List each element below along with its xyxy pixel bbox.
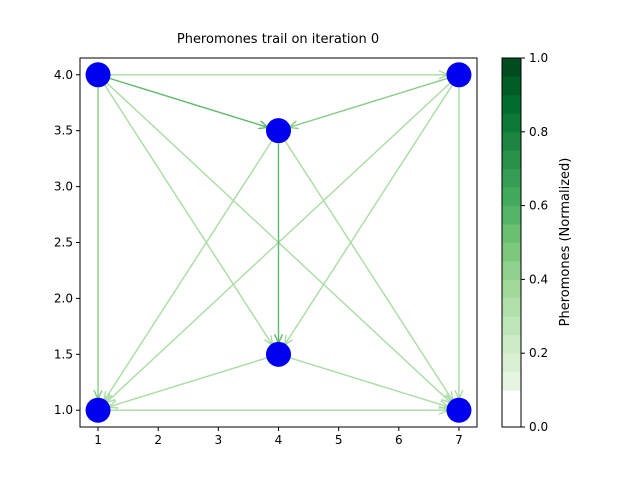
x-tick-label: 3 xyxy=(215,433,223,447)
edge-line xyxy=(97,74,280,355)
node xyxy=(85,397,111,423)
chart-title: Pheromones trail on iteration 0 xyxy=(177,32,379,47)
x-tick-label: 5 xyxy=(335,433,343,447)
y-axis: 1.0 1.5 2.0 2.5 3.0 3.5 4.0 xyxy=(54,68,80,417)
edge xyxy=(278,74,460,132)
colorbar-tick-label: 0.8 xyxy=(529,125,548,139)
nodes-layer xyxy=(85,62,472,423)
colorbar-tick-label: 0.2 xyxy=(529,346,548,360)
edge xyxy=(97,74,280,355)
x-tick-label: 4 xyxy=(275,433,283,447)
colorbar-segment xyxy=(502,297,521,317)
edge-arrowhead xyxy=(263,335,274,347)
edge-line xyxy=(277,130,460,411)
y-tick-label: 2.5 xyxy=(54,236,73,250)
colorbar-segment xyxy=(502,205,521,225)
colorbar-frame xyxy=(501,57,522,428)
edge-line xyxy=(97,130,280,411)
edge-line xyxy=(278,353,460,411)
edge xyxy=(277,74,460,355)
colorbar-segment xyxy=(502,334,521,354)
colorbar-tick-label: 0.6 xyxy=(529,199,548,213)
y-tick-label: 3.5 xyxy=(54,124,73,138)
x-tick-label: 2 xyxy=(154,433,162,447)
edge xyxy=(97,130,280,411)
colorbar-segment xyxy=(502,94,521,114)
edge-arrowhead xyxy=(283,335,294,347)
colorbar-segment xyxy=(502,168,521,188)
colorbar-segment xyxy=(502,353,521,373)
edge xyxy=(98,405,459,415)
colorbar-tick-label: 0.0 xyxy=(529,420,548,434)
edge xyxy=(93,74,103,411)
edge xyxy=(278,353,460,411)
node xyxy=(446,397,472,423)
node xyxy=(85,62,111,88)
colorbar-segment xyxy=(502,260,521,280)
edge xyxy=(277,130,460,411)
x-axis: 1 2 3 4 5 6 7 xyxy=(94,427,463,447)
colorbar-segment xyxy=(502,150,521,170)
y-tick-label: 1.5 xyxy=(54,347,73,361)
colorbar-segment xyxy=(502,279,521,299)
colorbar-segment xyxy=(502,371,521,391)
colorbar-tick-label: 1.0 xyxy=(529,51,548,65)
x-tick-label: 7 xyxy=(455,433,463,447)
y-tick-label: 2.0 xyxy=(54,291,73,305)
node xyxy=(446,62,472,88)
edge-line xyxy=(277,74,460,355)
edge xyxy=(98,70,459,80)
edge xyxy=(454,74,464,411)
y-tick-label: 3.0 xyxy=(54,180,73,194)
edges-layer xyxy=(93,70,464,415)
node xyxy=(266,118,291,144)
colorbar-segment xyxy=(502,316,521,336)
colorbar-segment xyxy=(502,113,521,133)
colorbar-segment xyxy=(502,242,521,262)
colorbar-segment xyxy=(502,390,521,409)
colorbar xyxy=(501,57,522,428)
colorbar-label: Pheromones (Normalized) xyxy=(558,158,573,327)
x-tick-label: 6 xyxy=(395,433,403,447)
node xyxy=(266,341,291,367)
colorbar-segment xyxy=(502,224,521,243)
colorbar-segment xyxy=(502,187,521,206)
colorbar-segment xyxy=(502,76,521,96)
colorbar-axis: 0.0 0.2 0.4 0.6 0.8 1.0 xyxy=(521,51,548,434)
edge-line xyxy=(97,353,279,411)
y-tick-label: 4.0 xyxy=(54,68,73,82)
edge xyxy=(273,130,284,355)
edge xyxy=(97,353,279,411)
edge xyxy=(97,74,279,132)
y-tick-label: 1.0 xyxy=(54,403,73,417)
x-tick-label: 1 xyxy=(94,433,102,447)
edge-line xyxy=(278,74,460,132)
colorbar-segment xyxy=(502,58,521,77)
edge-line xyxy=(97,74,279,132)
colorbar-segment xyxy=(502,408,521,428)
colorbar-segment xyxy=(502,131,521,151)
colorbar-tick-label: 0.4 xyxy=(529,272,548,286)
